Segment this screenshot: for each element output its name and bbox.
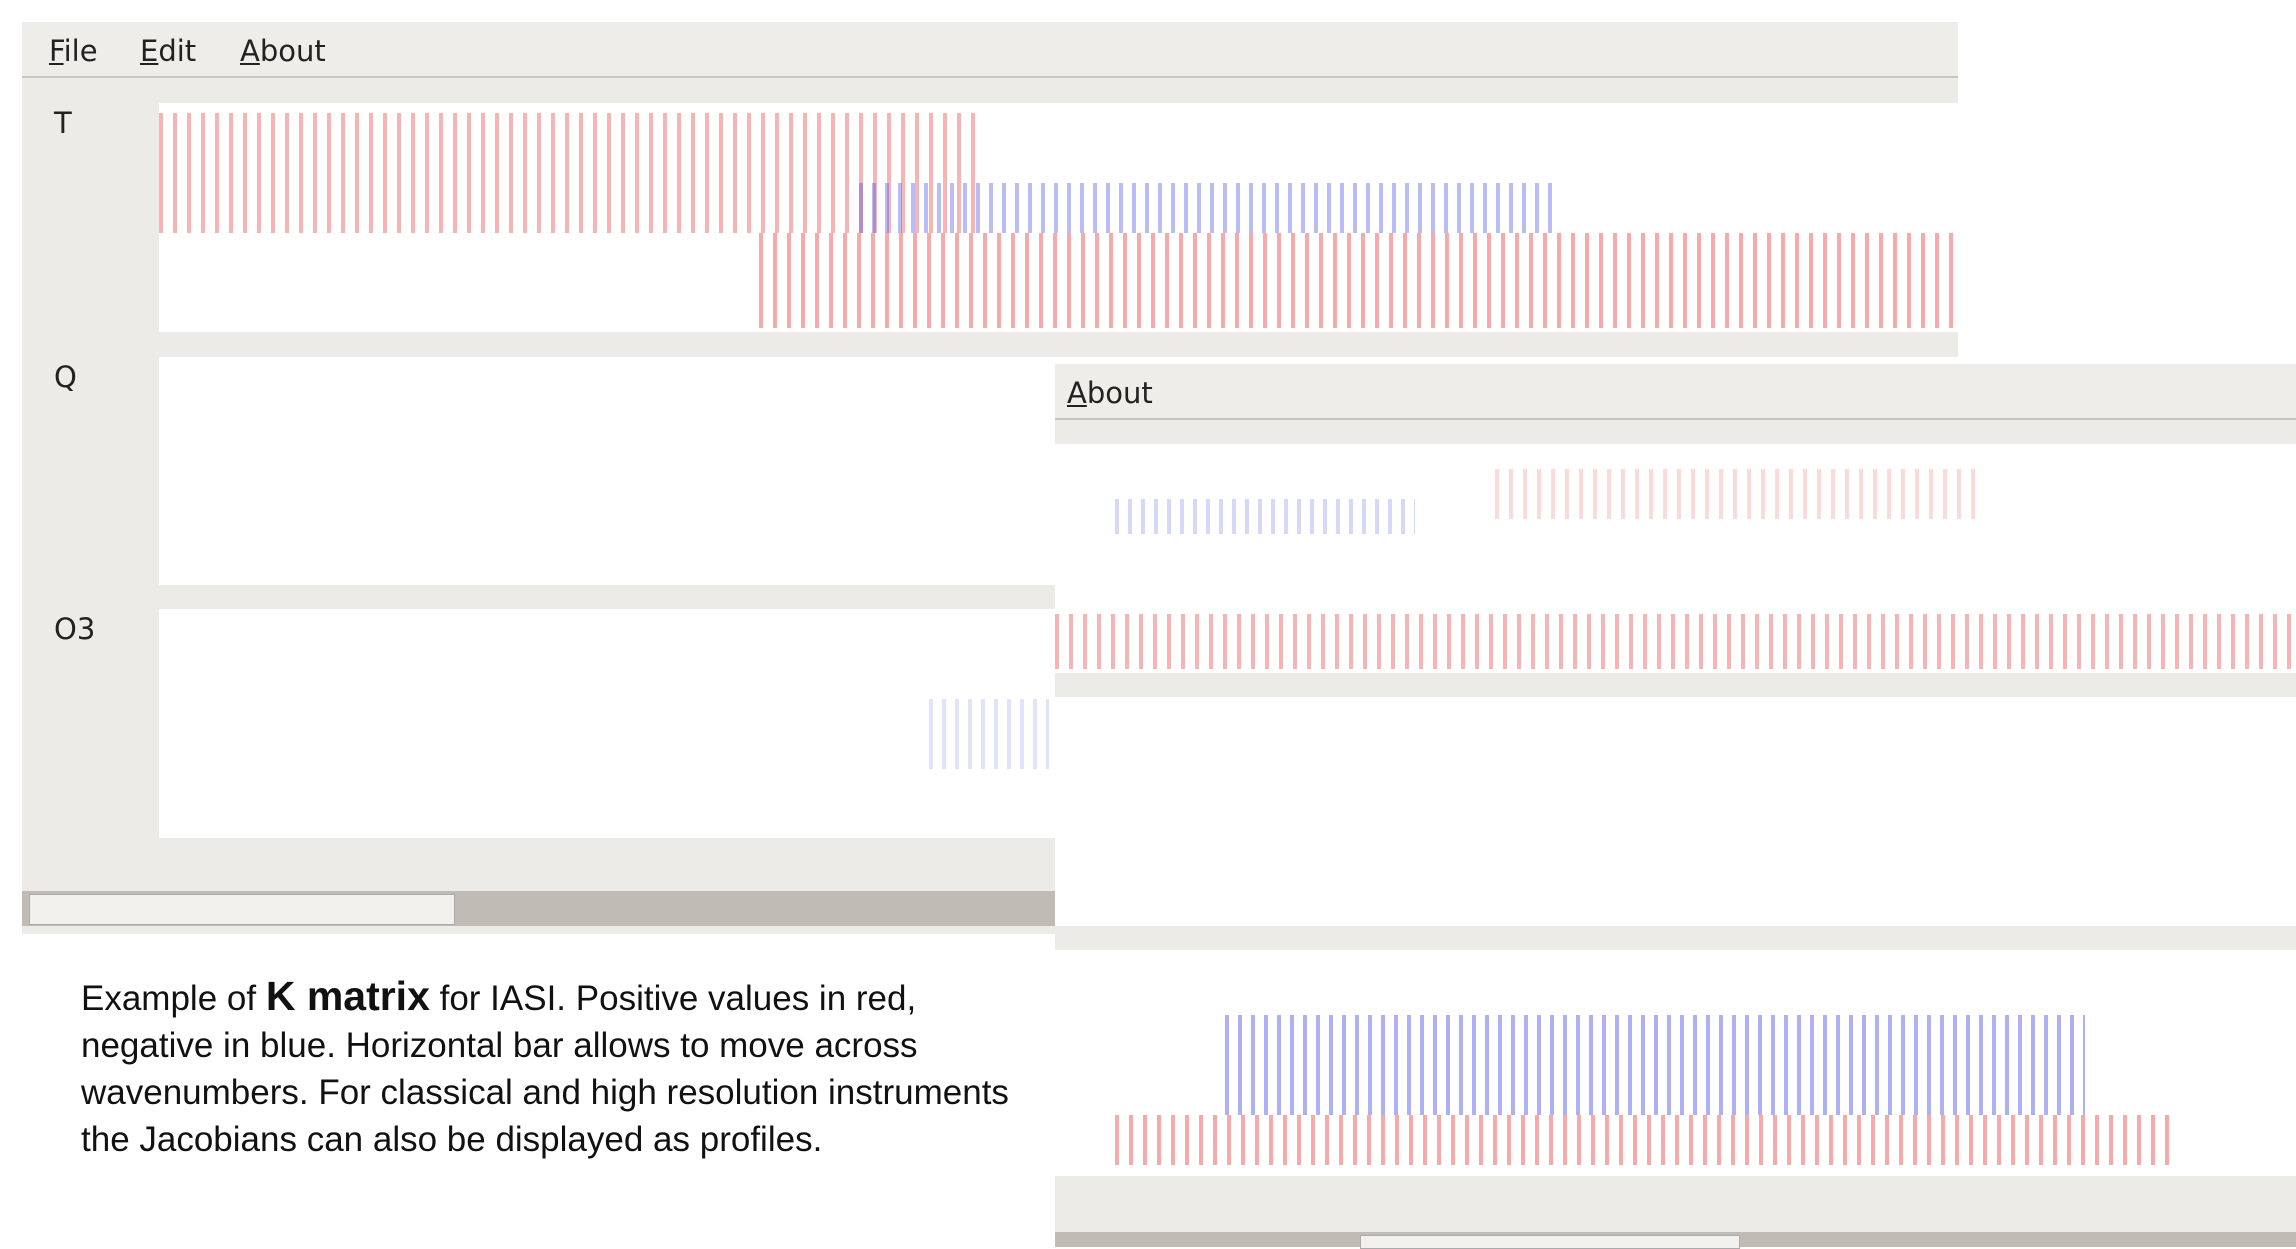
heatmap-band — [1115, 499, 1415, 534]
heatmap-band — [1225, 1015, 2085, 1115]
caption: Example of K matrix for IASI. Positive v… — [81, 973, 1021, 1163]
heatmap-band — [1495, 469, 1975, 519]
heatmap — [1055, 697, 2296, 926]
menu-item[interactable]: About — [1067, 376, 1153, 410]
heatmap-band — [159, 113, 979, 233]
panel-label: O3 — [54, 612, 96, 646]
heatmap-band — [929, 699, 1049, 769]
heatmap — [1055, 444, 2296, 673]
heatmap-band — [759, 233, 1958, 328]
panel-label: T — [54, 106, 72, 140]
about-window: About — [1055, 364, 2296, 1249]
scroll-thumb[interactable] — [29, 894, 455, 925]
scrollbar[interactable] — [1055, 1232, 2296, 1249]
heatmap-band — [1055, 614, 2296, 669]
heatmap — [1055, 950, 2296, 1176]
menu-item[interactable]: Edit — [140, 34, 197, 68]
menu-bar: File Edit About — [22, 22, 1958, 78]
menu-item[interactable]: File — [49, 34, 98, 68]
caption-text: Example of — [81, 979, 266, 1018]
menu-item[interactable]: About — [240, 34, 326, 68]
heatmap-t — [159, 103, 1958, 332]
heatmap-band — [859, 183, 1559, 233]
caption-text: for IASI. Positive values in red, negati… — [81, 979, 1009, 1159]
heatmap-band — [1115, 1115, 2175, 1165]
caption-bold: K matrix — [265, 973, 430, 1019]
menu-bar: About — [1055, 364, 2296, 420]
panel-label: Q — [54, 360, 77, 394]
